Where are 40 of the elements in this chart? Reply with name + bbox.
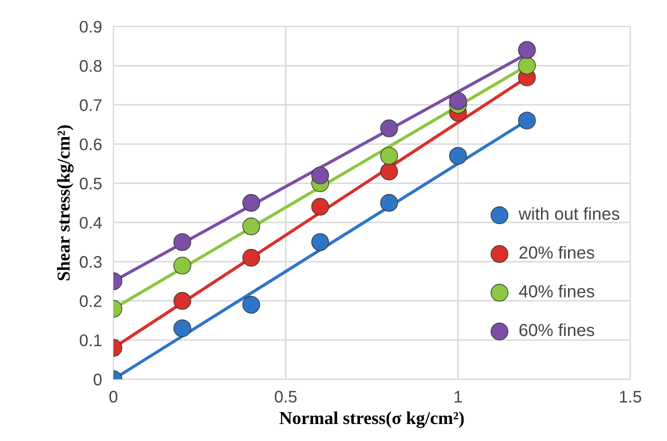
y-tick-label: 0.3 — [80, 256, 102, 268]
legend-label: 60% fines — [519, 323, 594, 336]
point — [173, 292, 192, 310]
y-tick-label: 0.5 — [80, 178, 102, 190]
point — [242, 248, 260, 267]
y-tick-label: 0.8 — [80, 60, 102, 72]
point — [380, 120, 398, 138]
point — [173, 256, 192, 274]
x-tick-label: 0 — [109, 390, 118, 403]
y-tick-label: 0.7 — [80, 99, 102, 112]
y-tick-label: 0.9 — [80, 20, 102, 33]
y-tick-label: 0 — [94, 374, 102, 386]
point — [518, 41, 536, 59]
point — [449, 92, 467, 110]
y-tick-label: 0.4 — [80, 216, 102, 229]
point — [311, 198, 330, 216]
point — [242, 296, 260, 314]
y-tick-label: 0.1 — [80, 334, 102, 346]
x-tick-label: 1 — [454, 390, 462, 402]
legend-label: 40% fines — [518, 284, 594, 298]
point — [173, 233, 192, 251]
point — [380, 194, 398, 212]
point — [380, 146, 398, 165]
x-tick-label: 1.5 — [620, 390, 642, 403]
legend-label: with out fines — [518, 207, 620, 220]
point — [518, 56, 536, 75]
y-tick-label: 0.2 — [80, 295, 102, 308]
y-tick-label: 0.6 — [80, 138, 102, 150]
legend-label: 20% fines — [519, 246, 594, 259]
point — [311, 166, 330, 184]
point — [449, 146, 467, 165]
point — [311, 233, 330, 251]
y-axis-title: Shear stress(kg/cm²) — [57, 125, 74, 280]
point — [518, 112, 536, 130]
point — [242, 218, 260, 236]
point — [380, 162, 398, 180]
point — [173, 319, 192, 338]
point — [242, 194, 260, 212]
x-tick-label: 0.5 — [274, 390, 297, 403]
x-axis-title: Normal stress(σ kg/cm²) — [279, 411, 464, 428]
